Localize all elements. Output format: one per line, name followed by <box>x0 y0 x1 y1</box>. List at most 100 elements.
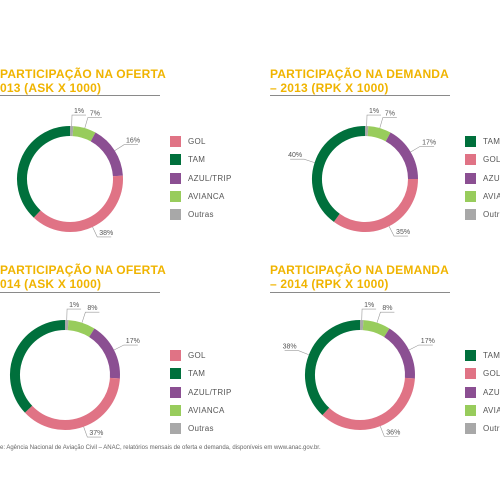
chart-subtitle: – 2013 (RPK X 1000) <box>270 81 389 95</box>
data-label: 36% <box>386 429 400 436</box>
leader-line <box>84 117 102 129</box>
data-label: 1% <box>74 108 84 115</box>
legend-label: TAM <box>483 137 500 146</box>
leader-line <box>290 158 315 163</box>
chart-subtitle: – 2014 (RPK X 1000) <box>270 277 389 291</box>
legend-label: AZU <box>483 387 500 397</box>
legend-swatch <box>170 350 181 361</box>
chart-title: PARTICIPAÇÃO NA DEMANDA <box>270 67 450 81</box>
panel-title-oferta-2014: PARTICIPAÇÃO NA OFERTA 014 (ASK X 1000) <box>0 263 166 291</box>
legend-swatch <box>465 404 476 416</box>
chart-title: PARTICIPAÇÃO NA DEMANDA <box>270 263 450 277</box>
data-label: 1% <box>369 108 379 115</box>
title-underline <box>270 95 450 96</box>
source-note: e: Agência Nacional de Aviação Civil – A… <box>0 445 321 451</box>
panel-title-oferta-2013: PARTICIPAÇÃO NA OFERTA 013 (ASK X 1000) <box>0 67 166 95</box>
title-underline <box>270 292 450 293</box>
title-underline <box>0 95 160 96</box>
legend-label: TAM <box>188 369 206 379</box>
legend-label: Outras <box>188 424 214 434</box>
leader-line <box>366 114 382 127</box>
legend-swatch <box>465 423 476 435</box>
legend-label: GOL <box>188 137 206 146</box>
donut-segment-gol <box>322 377 415 430</box>
leader-line <box>376 311 395 323</box>
legend-swatch <box>170 386 181 398</box>
leader-line <box>83 426 102 438</box>
donut-segment-tam <box>10 320 66 413</box>
legend-swatch <box>465 154 476 166</box>
chart-subtitle: 014 (ASK X 1000) <box>0 277 102 291</box>
donut-segment-azul-trip <box>88 328 120 379</box>
data-label: 8% <box>382 305 392 312</box>
data-label: 40% <box>288 152 302 159</box>
legend-label: Outr <box>483 210 500 220</box>
leader-line <box>379 117 397 129</box>
legend-label: AZUL/TRIP <box>188 387 232 397</box>
legend-label: GOL <box>483 369 500 379</box>
legend-label: TAM <box>483 351 500 360</box>
leader-line <box>114 144 139 151</box>
leader-line <box>71 114 87 127</box>
data-label: 38% <box>99 230 113 237</box>
donut-segment-tam <box>312 126 366 222</box>
data-label: 16% <box>126 138 140 145</box>
title-underline <box>0 292 160 293</box>
leader-line <box>361 308 377 321</box>
legend-swatch <box>170 136 181 147</box>
chart-subtitle: 013 (ASK X 1000) <box>0 81 102 95</box>
data-label: 17% <box>422 139 436 146</box>
leader-line <box>388 226 409 237</box>
legend-label: AVIA <box>483 405 500 415</box>
legend-swatch <box>465 136 476 147</box>
legend-label: TAM <box>188 155 206 165</box>
donut-chart-demanda-2013: 1% 7% 17% 35% 40% <box>288 108 436 237</box>
leader-line <box>284 350 309 356</box>
leader-line <box>408 344 433 351</box>
donut-segment-avianca <box>72 126 96 142</box>
legend-swatch <box>170 368 181 380</box>
donut-segment-gol <box>333 178 418 232</box>
legend-swatch <box>465 350 476 361</box>
data-label: 38% <box>283 344 297 351</box>
data-label: 1% <box>69 302 79 309</box>
donut-segment-gol <box>24 377 120 430</box>
legend-label: AVIA <box>483 191 500 201</box>
legend-swatch <box>170 172 181 184</box>
data-label: 37% <box>89 430 103 437</box>
leader-line <box>113 344 138 351</box>
leader-line <box>410 146 435 153</box>
data-label: 7% <box>385 111 395 118</box>
legend-swatch <box>170 190 181 202</box>
donut-chart-oferta-2013: 1% 7% 16% 38% <box>17 108 140 238</box>
legend-swatch <box>170 154 181 166</box>
chart-title: PARTICIPAÇÃO NA OFERTA <box>0 67 166 81</box>
legend-swatch <box>465 209 476 221</box>
leader-line <box>379 426 399 437</box>
legend-label: AZU <box>483 173 500 183</box>
legend-label: GOL <box>188 351 206 360</box>
donut-chart-oferta-2014: 1% 8% 17% 37% <box>10 302 140 438</box>
legend-label: AZUL/TRIP <box>188 173 232 183</box>
chart-title: PARTICIPAÇÃO NA OFERTA <box>0 263 166 277</box>
data-label: 35% <box>396 229 410 236</box>
legend-swatch <box>465 190 476 202</box>
legend-swatch <box>170 404 181 416</box>
legend-swatch <box>170 209 181 221</box>
data-label: 8% <box>87 305 97 312</box>
donut-segment-avianca <box>67 320 95 338</box>
legend-label: GOL <box>483 155 500 165</box>
leader-line <box>66 308 82 321</box>
donut-segment-tam <box>17 126 71 218</box>
donut-segment-avianca <box>362 320 390 338</box>
donut-chart-demanda-2014: 1% 8% 17% 36% 38% <box>283 302 435 437</box>
leader-line <box>92 226 112 238</box>
legend-swatch <box>465 172 476 184</box>
legend-label: Outr <box>483 424 500 434</box>
data-label: 1% <box>364 302 374 309</box>
panel-title-demanda-2013: PARTICIPAÇÃO NA DEMANDA – 2013 (RPK X 10… <box>270 67 449 95</box>
legend-swatch <box>465 386 476 398</box>
data-label: 7% <box>90 111 100 118</box>
donut-segment-avianca <box>367 126 391 142</box>
donut-segment-azul-trip <box>385 132 418 180</box>
